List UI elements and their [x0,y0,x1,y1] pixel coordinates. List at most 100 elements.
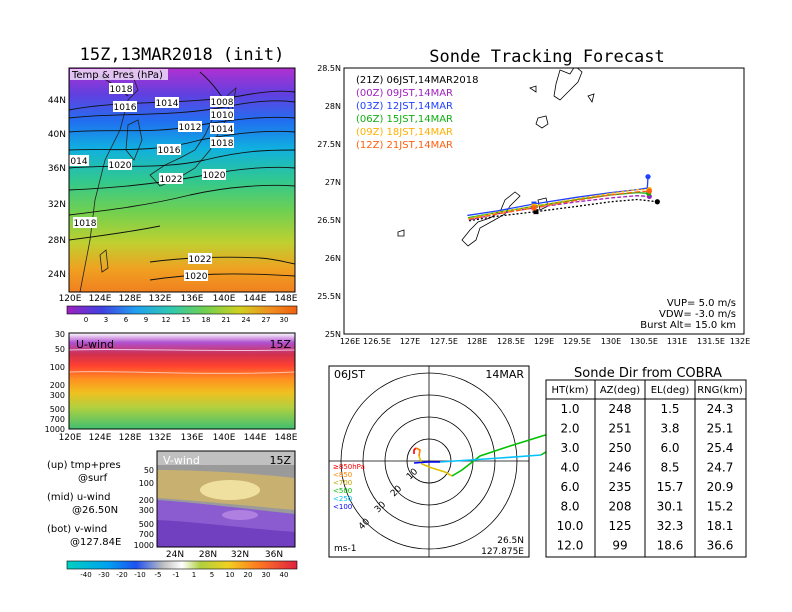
isobar-label: 1014 [156,99,179,109]
sonde-table-cell: 250 [609,441,632,455]
track-y-tick: 27N [325,178,341,187]
lon-tick: 136E [181,294,204,304]
colorbar-tick: 6 [124,316,129,324]
polar-position-lat: 26.5N [497,536,524,546]
colorbar-tick: 3 [104,316,108,324]
sonde-table-cell: 235 [609,480,632,494]
note-line: (bot) v-wind [47,524,107,535]
u-wind-y-ticks: 30 50 100 200 300 500 700 1000 [45,330,65,434]
sonde-table-cell: 15.7 [657,480,684,494]
track-series-line-0 [468,198,658,222]
track-series-line-2 [467,176,649,217]
map-lon-ticks: 120E 124E 128E 132E 136E 140E 144E 148E [59,294,298,304]
isobar-label: 1018 [211,139,234,149]
sonde-table-cell: 251 [609,422,632,436]
colorbar-tick: -5 [155,571,162,579]
note-line: @127.84E [70,537,121,548]
lat-tick: 24N [166,550,184,560]
isobar-label: 1010 [211,111,234,121]
polar-left-label: 06JST [334,368,365,381]
okinawa-island [461,191,521,247]
track-x-tick: 129.5E [563,337,591,346]
landmass-korea [125,119,143,161]
lat-tick: 36N [265,550,283,560]
u-wind-time: 15Z [269,338,291,351]
sonde-table-cell: 8.5 [660,461,679,475]
pressure-tick: 500 [50,405,65,414]
polar-panel: 06JST 14MAR 10 20 30 40 ≥850hPa <850 <70… [328,365,567,558]
colorbar-tick: 15 [182,316,191,324]
track-x-tick: 128.5E [497,337,525,346]
sonde-table-cell: 10.0 [557,519,584,533]
track-x-tick: 126E [340,337,360,346]
right-title: Sonde Tracking Forecast [429,47,664,67]
colorbar-tick: -20 [116,571,127,579]
isobar-label: 1018 [74,219,97,229]
sonde-table-cell: 248 [609,402,632,416]
track-series-group [467,174,660,222]
isobar-label: 014 [70,157,87,167]
pressure-tick: 500 [139,520,154,529]
sonde-table-cell: 3.8 [660,422,679,436]
track-y-tick: 25.5N [317,292,341,301]
track-y-tick: 28.5N [317,64,341,73]
track-point-3km-5 [531,205,537,211]
sonde-table-title: Sonde Dir from COBRA [574,366,722,381]
polar-level-legend: ≥850hPa <850 <700 <500 <250 <100 [333,463,365,511]
sonde-table-cell: 8.0 [560,500,579,514]
level-legend-entry: <850 [333,471,352,479]
track-x-tick: 127.5E [430,337,458,346]
colorbar-tick: -40 [80,571,91,579]
sonde-table-cell: 15.2 [707,500,734,514]
sonde-table-cell: 25.1 [707,422,734,436]
lon-tick: 144E [244,433,267,443]
isobar-label: 1022 [160,175,183,185]
lon-tick: 124E [89,433,112,443]
isobar-label: 1016 [158,146,181,156]
sonde-table-cell: 24.7 [707,461,734,475]
track-y-tick: 28N [325,102,341,111]
track-params: VUP= 5.0 m/s VDW= -3.0 m/s Burst Alt= 15… [640,298,736,331]
sonde-table-cell: 4.0 [560,461,579,475]
pressure-tick: 1000 [45,425,65,434]
sonde-table-cell: 36.6 [707,539,734,553]
polar-position-lon: 127.875E [481,547,524,557]
isobar-label: 1008 [211,98,234,108]
lon-tick: 132E [149,433,172,443]
sonde-table-cell: 99 [612,539,627,553]
hodograph-segment [418,455,453,477]
track-legend: (21Z) 06JST,14MAR2018 (00Z) 09JST,14MAR … [356,75,478,151]
small-island [535,115,549,129]
track-series-line-4 [468,188,650,220]
pressure-tick: 700 [50,415,65,424]
lat-tick: 28N [48,236,66,246]
track-legend-entry: (03Z) 12JST,14MAR [356,101,453,112]
lon-tick: 132E [149,294,172,304]
track-series-line-1 [468,195,650,221]
track-x-tick: 131E [667,337,687,346]
colorbar-tick: 12 [162,316,171,324]
isobar-label: 1020 [185,272,208,282]
sonde-table: Sonde Dir from COBRA HT(km) AZ(deg) EL(d… [545,366,747,558]
u-wind-panel: U-wind 15Z 30 50 100 200 300 500 700 100… [45,330,298,443]
sonde-table-cell: 32.3 [657,519,684,533]
track-y-tick: 25N [325,330,341,339]
lat-tick: 36N [48,164,66,174]
colorbar-tick: 30 [280,316,289,324]
colorbar-tick: 21 [222,316,231,324]
track-param: Burst Alt= 15.0 km [640,320,736,331]
colorbar-tick: 9 [144,316,148,324]
hodograph-segment [415,447,421,457]
track-x-tick: 127E [400,337,420,346]
sonde-table-cell: 208 [609,500,632,514]
sonde-table-cell: 30.1 [657,500,684,514]
lon-tick: 148E [275,294,298,304]
level-legend-entry: <700 [333,479,352,487]
track-panel: 25N 25.5N 26N 26.5N 27N 27.5N 28N 28.5N … [317,64,750,346]
colorbar-tick: 5 [210,571,214,579]
colorbar-tick: 1 [192,571,196,579]
track-endpoint-0 [654,199,660,205]
pressure-tick: 300 [50,391,65,400]
map-lat-ticks: 44N 40N 36N 32N 28N 24N [48,96,66,280]
track-param: VUP= 5.0 m/s [667,298,736,309]
